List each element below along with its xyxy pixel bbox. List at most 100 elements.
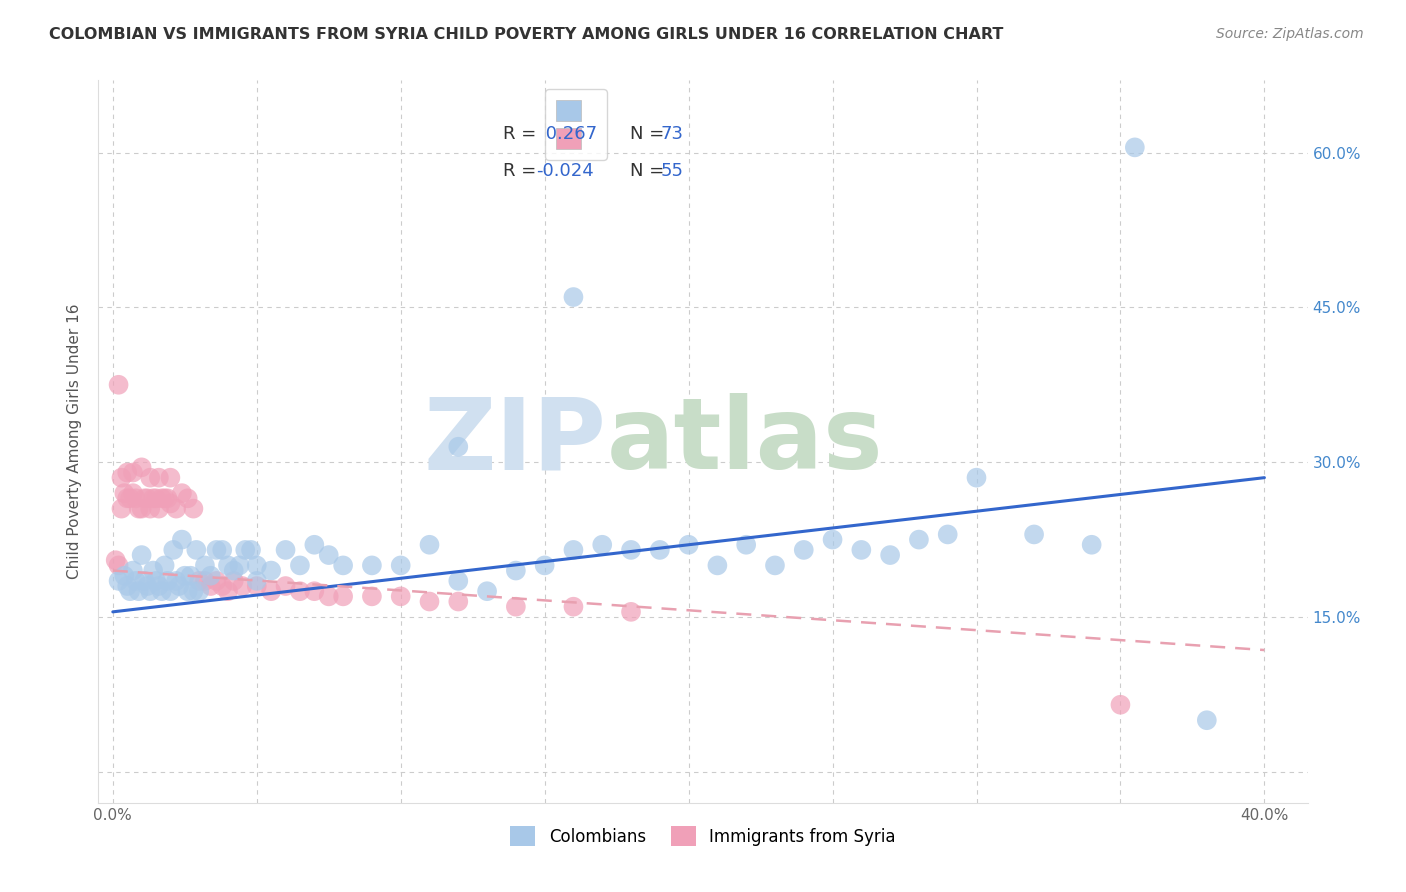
Point	[735, 538, 758, 552]
Point	[148, 501, 170, 516]
Point	[120, 584, 142, 599]
Text: Source: ZipAtlas.com: Source: ZipAtlas.com	[1216, 27, 1364, 41]
Point	[145, 491, 167, 506]
Point	[115, 579, 138, 593]
Point	[165, 574, 187, 588]
Point	[153, 558, 176, 573]
Point	[107, 558, 129, 573]
Point	[246, 574, 269, 588]
Point	[134, 491, 156, 506]
Point	[228, 558, 250, 573]
Text: 55: 55	[661, 161, 683, 179]
Point	[274, 542, 297, 557]
Point	[231, 579, 253, 593]
Point	[361, 590, 384, 604]
Point	[389, 558, 412, 573]
Point	[222, 574, 245, 588]
Point	[620, 542, 643, 557]
Point	[591, 538, 613, 552]
Point	[233, 542, 256, 557]
Point	[194, 558, 217, 573]
Point	[274, 579, 297, 593]
Point	[112, 568, 135, 582]
Point	[134, 574, 156, 588]
Point	[150, 491, 173, 506]
Point	[851, 542, 873, 557]
Point	[260, 564, 283, 578]
Point	[145, 574, 167, 588]
Point	[200, 579, 222, 593]
Point	[447, 440, 470, 454]
Point	[176, 584, 198, 599]
Point	[620, 605, 643, 619]
Point	[148, 579, 170, 593]
Point	[304, 538, 326, 552]
Point	[648, 542, 671, 557]
Text: N =: N =	[630, 161, 665, 179]
Point	[332, 590, 354, 604]
Point	[122, 486, 145, 500]
Point	[120, 491, 142, 506]
Point	[186, 542, 208, 557]
Point	[217, 558, 239, 573]
Text: 0.267: 0.267	[540, 126, 598, 144]
Text: atlas: atlas	[606, 393, 883, 490]
Point	[418, 538, 440, 552]
Point	[908, 533, 931, 547]
Point	[1109, 698, 1132, 712]
Point	[159, 471, 181, 485]
Point	[165, 501, 187, 516]
Point	[183, 501, 205, 516]
Point	[562, 542, 585, 557]
Point	[142, 564, 165, 578]
Point	[139, 501, 162, 516]
Point	[222, 564, 245, 578]
Text: -0.024: -0.024	[536, 161, 593, 179]
Text: N =: N =	[630, 126, 665, 144]
Point	[159, 584, 181, 599]
Point	[1195, 713, 1218, 727]
Point	[194, 574, 217, 588]
Point	[1080, 538, 1102, 552]
Point	[447, 594, 470, 608]
Point	[125, 491, 148, 506]
Point	[205, 542, 228, 557]
Point	[217, 584, 239, 599]
Point	[936, 527, 959, 541]
Point	[115, 491, 138, 506]
Point	[505, 599, 527, 614]
Point	[188, 574, 211, 588]
Point	[763, 558, 786, 573]
Text: 73: 73	[661, 126, 683, 144]
Point	[131, 460, 153, 475]
Point	[205, 574, 228, 588]
Point	[112, 486, 135, 500]
Point	[821, 533, 844, 547]
Point	[793, 542, 815, 557]
Point	[110, 471, 132, 485]
Point	[188, 584, 211, 599]
Point	[122, 466, 145, 480]
Point	[505, 564, 527, 578]
Point	[288, 584, 311, 599]
Y-axis label: Child Poverty Among Girls Under 16: Child Poverty Among Girls Under 16	[67, 304, 83, 579]
Point	[260, 584, 283, 599]
Point	[211, 542, 233, 557]
Point	[128, 501, 150, 516]
Point	[156, 491, 179, 506]
Point	[318, 590, 340, 604]
Point	[170, 533, 193, 547]
Point	[183, 584, 205, 599]
Point	[562, 599, 585, 614]
Point	[389, 590, 412, 604]
Point	[122, 564, 145, 578]
Point	[153, 491, 176, 506]
Text: COLOMBIAN VS IMMIGRANTS FROM SYRIA CHILD POVERTY AMONG GIRLS UNDER 16 CORRELATIO: COLOMBIAN VS IMMIGRANTS FROM SYRIA CHILD…	[49, 27, 1004, 42]
Point	[107, 574, 129, 588]
Point	[136, 579, 159, 593]
Point	[288, 558, 311, 573]
Point	[706, 558, 728, 573]
Text: ZIP: ZIP	[423, 393, 606, 490]
Point	[131, 548, 153, 562]
Point	[240, 542, 263, 557]
